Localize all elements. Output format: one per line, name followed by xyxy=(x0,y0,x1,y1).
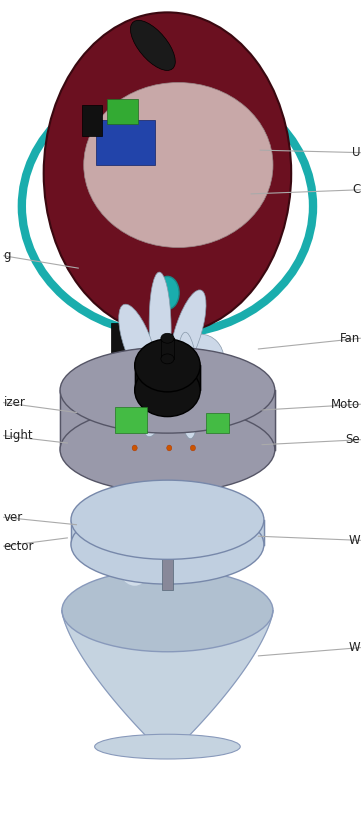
Ellipse shape xyxy=(161,333,174,343)
Ellipse shape xyxy=(130,21,175,70)
Ellipse shape xyxy=(71,505,264,584)
Bar xyxy=(115,407,147,433)
Polygon shape xyxy=(60,390,275,450)
Ellipse shape xyxy=(154,344,181,374)
Text: W: W xyxy=(349,534,360,547)
Ellipse shape xyxy=(44,12,291,334)
Text: W: W xyxy=(349,641,360,654)
Text: Moto: Moto xyxy=(331,398,360,411)
Text: ver: ver xyxy=(4,511,23,524)
Ellipse shape xyxy=(60,347,275,433)
Ellipse shape xyxy=(167,446,172,450)
Bar xyxy=(96,120,155,165)
Polygon shape xyxy=(62,610,273,747)
Polygon shape xyxy=(71,520,264,544)
Ellipse shape xyxy=(177,332,199,439)
Text: izer: izer xyxy=(4,396,25,409)
Ellipse shape xyxy=(60,407,275,493)
Bar xyxy=(107,99,138,124)
Ellipse shape xyxy=(136,495,198,544)
Polygon shape xyxy=(135,365,200,390)
Bar xyxy=(206,412,229,433)
Ellipse shape xyxy=(132,446,137,450)
Ellipse shape xyxy=(84,82,273,248)
Ellipse shape xyxy=(62,569,273,652)
Ellipse shape xyxy=(170,290,206,375)
Ellipse shape xyxy=(135,364,200,417)
Bar xyxy=(162,544,173,590)
Text: Light: Light xyxy=(4,429,33,442)
Bar xyxy=(82,105,102,136)
Text: U: U xyxy=(352,146,360,159)
Ellipse shape xyxy=(190,446,195,450)
Polygon shape xyxy=(161,338,174,359)
Ellipse shape xyxy=(161,354,174,364)
Bar xyxy=(111,323,131,355)
Ellipse shape xyxy=(71,480,264,559)
Ellipse shape xyxy=(95,734,240,759)
Ellipse shape xyxy=(177,334,224,384)
Text: C: C xyxy=(352,183,360,196)
Ellipse shape xyxy=(115,520,155,586)
Text: g: g xyxy=(4,249,11,262)
Ellipse shape xyxy=(119,304,157,384)
Ellipse shape xyxy=(156,276,179,309)
Text: Fan: Fan xyxy=(340,332,360,345)
Text: ector: ector xyxy=(4,540,34,553)
Ellipse shape xyxy=(135,339,200,392)
Ellipse shape xyxy=(114,348,162,398)
Ellipse shape xyxy=(143,347,177,436)
Text: Se: Se xyxy=(346,433,360,446)
Ellipse shape xyxy=(149,272,171,380)
